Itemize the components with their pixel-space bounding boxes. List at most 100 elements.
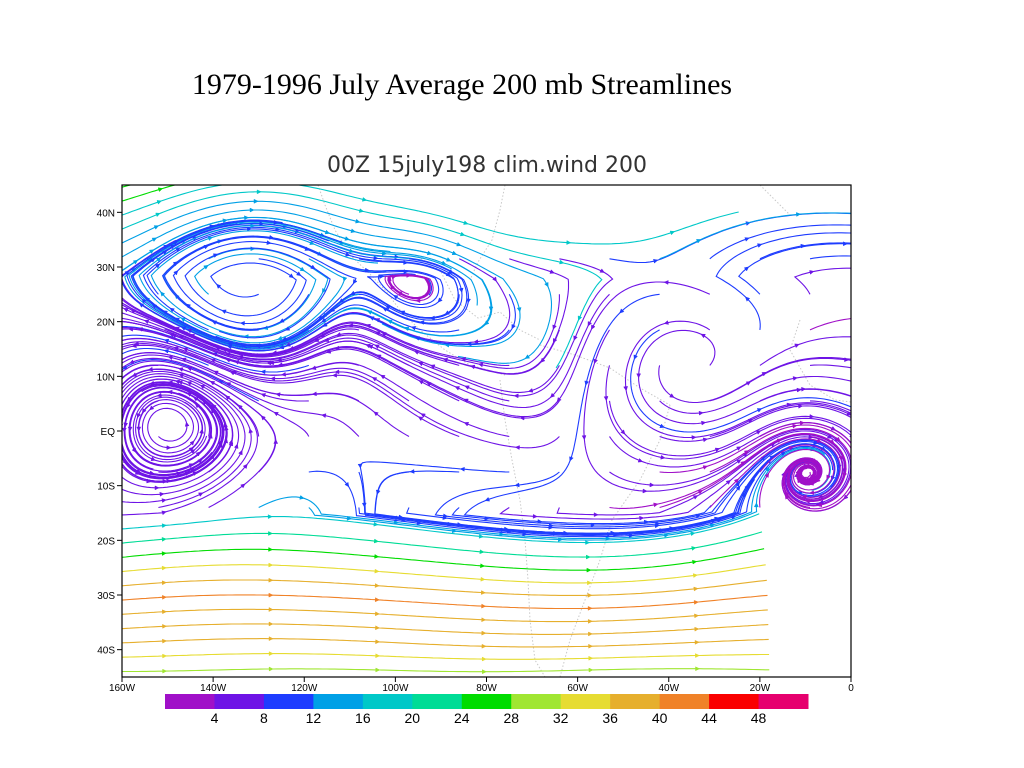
streamline-arrow — [256, 189, 262, 195]
streamline-arrow — [540, 357, 546, 363]
streamline-arrow — [587, 321, 593, 327]
streamline-arrow — [162, 595, 167, 600]
streamline — [122, 368, 260, 437]
streamline-arrow — [276, 357, 283, 363]
streamline-arrow — [154, 485, 160, 491]
streamline-arrow — [373, 538, 379, 544]
streamline — [605, 365, 851, 460]
streamline-arrow — [231, 370, 238, 375]
colorbar-swatch — [362, 694, 413, 709]
streamline-arrow — [178, 373, 184, 378]
streamline-arrow — [456, 241, 462, 247]
streamline-arrow — [764, 472, 769, 478]
streamline-arrow — [375, 625, 381, 631]
streamline-arrow — [744, 296, 751, 302]
streamline-arrow — [692, 573, 698, 578]
streamline-arrow — [223, 425, 229, 431]
streamline-arrow — [694, 640, 700, 645]
streamline-arrow — [415, 298, 421, 303]
streamline — [122, 370, 252, 509]
streamline-arrow — [694, 626, 700, 632]
streamline-arrow — [410, 325, 417, 331]
streamline-arrow — [167, 389, 173, 395]
streamline-arrow — [558, 537, 563, 542]
streamline-arrow — [437, 297, 443, 303]
streamline-arrow — [203, 245, 209, 250]
streamline-arrow — [133, 341, 139, 347]
streamline — [715, 232, 851, 330]
streamline — [122, 191, 603, 369]
streamline — [132, 223, 460, 347]
streamline-arrow — [478, 533, 484, 539]
streamline-arrow — [776, 438, 783, 444]
streamline-arrow — [193, 396, 199, 402]
lat-tick-label: 40S — [97, 646, 115, 657]
streamline-arrow — [691, 435, 697, 440]
streamline-arrow — [544, 282, 549, 288]
streamline-arrow — [242, 463, 248, 470]
streamline-arrow — [743, 450, 750, 455]
streamline-arrow — [268, 577, 274, 583]
streamline — [122, 360, 310, 437]
streamline-arrow — [195, 451, 201, 457]
streamline-arrow — [299, 495, 305, 500]
streamline — [122, 653, 770, 660]
streamline-arrow — [268, 636, 274, 641]
streamline-arrow — [725, 479, 731, 485]
streamline-arrow — [233, 443, 239, 449]
streamline-arrow — [155, 212, 161, 218]
lon-axis: 160W 140W 120W 100W 80W 60W 40W 20W 0 — [109, 677, 854, 694]
streamline-arrow — [163, 348, 169, 354]
streamline-arrow — [381, 251, 387, 256]
colorbar-label: 4 — [211, 710, 219, 726]
colorbar-swatch — [560, 694, 611, 709]
streamline-arrow — [484, 496, 490, 502]
streamline-arrow — [418, 361, 424, 367]
plot-title: 00Z 15july198 clim.wind 200 — [327, 153, 647, 178]
streamline-arrow — [159, 491, 165, 497]
streamline — [609, 212, 851, 264]
streamline — [463, 293, 712, 525]
streamline-arrow — [373, 255, 379, 261]
streamline-arrow — [371, 377, 378, 382]
streamline-arrow — [549, 392, 556, 398]
streamline-arrow — [185, 303, 192, 309]
streamline — [122, 531, 763, 558]
colorbar: 4 8 12 16 20 24 28 32 36 40 44 48 — [165, 694, 809, 726]
streamline-arrow — [155, 257, 162, 263]
streamline-arrow — [123, 422, 129, 428]
streamline-arrow — [511, 324, 516, 330]
streamline-arrow — [259, 221, 265, 227]
streamline — [122, 302, 560, 375]
streamline-arrow — [755, 430, 762, 435]
streamline-arrow — [123, 308, 129, 313]
streamline-arrow — [403, 269, 409, 274]
streamline-arrow — [150, 456, 156, 461]
streamline-arrow — [527, 388, 534, 393]
streamline-arrow — [203, 264, 209, 270]
streamline — [122, 383, 224, 479]
streamline-arrow — [366, 310, 373, 315]
streamline-arrow — [488, 306, 494, 312]
streamline — [659, 375, 851, 414]
streamline-arrow — [355, 218, 361, 224]
streamline-arrow — [126, 402, 131, 409]
streamline-arrow — [458, 287, 464, 293]
streamline-arrow — [199, 384, 206, 390]
colorbar-swatch — [412, 694, 463, 709]
streamline — [122, 347, 209, 366]
streamline — [122, 608, 768, 623]
streamline-arrow — [161, 580, 167, 586]
streamline-arrow — [446, 257, 452, 262]
streamline-arrow — [216, 283, 222, 289]
streamline-arrow — [660, 454, 666, 460]
streamline-arrow — [338, 298, 345, 303]
streamline-arrow — [207, 236, 214, 241]
streamline — [122, 185, 739, 245]
streamline — [809, 400, 851, 412]
streamline-arrow — [239, 321, 245, 326]
streamline-arrow — [856, 473, 860, 478]
streamline-arrow — [240, 483, 246, 489]
streamline-arrow — [226, 344, 233, 350]
streamline-arrow — [390, 284, 395, 290]
